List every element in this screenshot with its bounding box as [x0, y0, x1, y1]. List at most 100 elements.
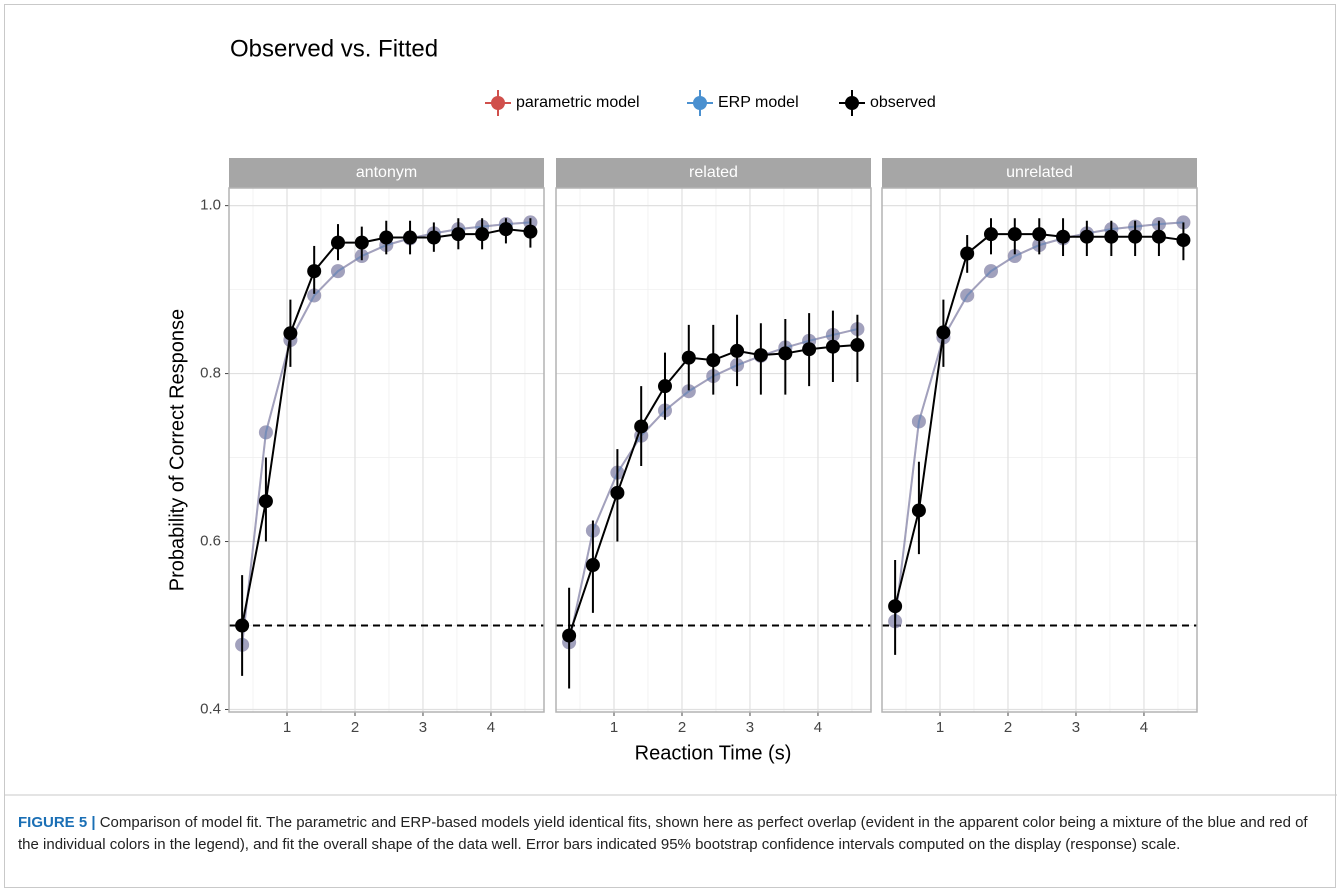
point — [888, 599, 903, 614]
point — [911, 414, 926, 429]
caption: FIGURE 5 | Comparison of model fit. The … — [18, 812, 1323, 856]
y-tick-label: 0.8 — [200, 365, 221, 382]
x-tick-label: 1 — [283, 719, 291, 736]
series-line — [894, 221, 1184, 622]
series-line — [894, 221, 1184, 622]
point — [936, 325, 951, 340]
point — [983, 264, 998, 279]
point — [610, 485, 625, 500]
point — [523, 224, 538, 239]
point — [562, 628, 577, 643]
x-tick-label: 3 — [746, 719, 754, 736]
point — [1056, 229, 1071, 244]
point — [354, 235, 369, 250]
point — [307, 288, 322, 303]
facet-label: related — [689, 164, 738, 181]
point — [681, 350, 696, 365]
point — [634, 419, 649, 434]
point — [585, 558, 600, 573]
point — [1128, 229, 1143, 244]
y-tick-label: 0.6 — [200, 533, 221, 550]
point — [1104, 229, 1119, 244]
series-line — [241, 228, 531, 626]
point — [681, 384, 696, 399]
x-tick-label: 4 — [1140, 719, 1148, 736]
point — [258, 425, 273, 440]
point — [283, 326, 298, 341]
y-axis-title: Probability of Correct Response — [166, 309, 188, 591]
facet: 1 2 3 4 unrelated — [881, 158, 1198, 736]
point — [1176, 233, 1191, 248]
point — [960, 246, 975, 261]
panel-border — [228, 187, 545, 713]
facet: 0.4 0.6 0.8 1.0 1 2 3 4 antonym — [200, 158, 545, 736]
x-tick-label: 2 — [678, 719, 686, 736]
facet: 1 2 3 4 related — [555, 158, 872, 736]
point — [681, 384, 696, 399]
point — [983, 227, 998, 242]
chart: Observed vs. Fitted Reaction Time (s) Pr… — [5, 35, 1337, 796]
point — [911, 503, 926, 518]
point — [475, 227, 490, 242]
legend-marker — [693, 96, 707, 110]
point — [778, 346, 793, 361]
point — [802, 342, 817, 357]
point — [1007, 227, 1022, 242]
point — [258, 494, 273, 509]
legend-label: observed — [870, 94, 936, 111]
point — [426, 230, 441, 245]
point — [1032, 227, 1047, 242]
legend-label: ERP model — [718, 94, 799, 111]
facet-strip — [229, 158, 544, 188]
point — [330, 235, 345, 250]
caption-text: Comparison of model fit. The parametric … — [18, 814, 1308, 853]
y-tick-label: 0.4 — [200, 700, 221, 717]
y-tick-label: 1.0 — [200, 197, 221, 214]
series-line — [241, 221, 531, 645]
point — [379, 230, 394, 245]
point — [1007, 249, 1022, 264]
facet-label: antonym — [356, 164, 417, 181]
point — [307, 264, 322, 279]
point — [983, 264, 998, 279]
x-tick-label: 2 — [1004, 719, 1012, 736]
x-axis-title: Reaction Time (s) — [635, 742, 792, 764]
point — [330, 264, 345, 279]
point — [403, 230, 418, 245]
legend-label: parametric model — [516, 94, 640, 111]
facet-strip — [556, 158, 871, 188]
point — [960, 288, 975, 303]
facet-label: unrelated — [1006, 164, 1073, 181]
point — [498, 222, 513, 237]
panel-border — [881, 187, 1198, 713]
point — [657, 379, 672, 394]
x-tick-label: 1 — [610, 719, 618, 736]
point — [960, 288, 975, 303]
panel-border — [555, 187, 872, 713]
point — [451, 227, 466, 242]
legend-marker — [845, 96, 859, 110]
chart-title: Observed vs. Fitted — [230, 35, 438, 62]
point — [258, 425, 273, 440]
x-tick-label: 4 — [487, 719, 495, 736]
x-tick-label: 1 — [936, 719, 944, 736]
point — [753, 348, 768, 363]
point — [911, 414, 926, 429]
point — [235, 618, 250, 633]
point — [706, 353, 721, 368]
point — [307, 288, 322, 303]
point — [825, 339, 840, 354]
x-tick-label: 3 — [419, 719, 427, 736]
caption-label: FIGURE 5 | — [18, 814, 96, 831]
point — [730, 343, 745, 358]
x-tick-label: 3 — [1072, 719, 1080, 736]
series-line — [241, 221, 531, 645]
legend-marker — [491, 96, 505, 110]
point — [1151, 229, 1166, 244]
point — [1007, 249, 1022, 264]
point — [330, 264, 345, 279]
facet-strip — [882, 158, 1197, 188]
x-tick-label: 4 — [814, 719, 822, 736]
point — [1079, 229, 1094, 244]
